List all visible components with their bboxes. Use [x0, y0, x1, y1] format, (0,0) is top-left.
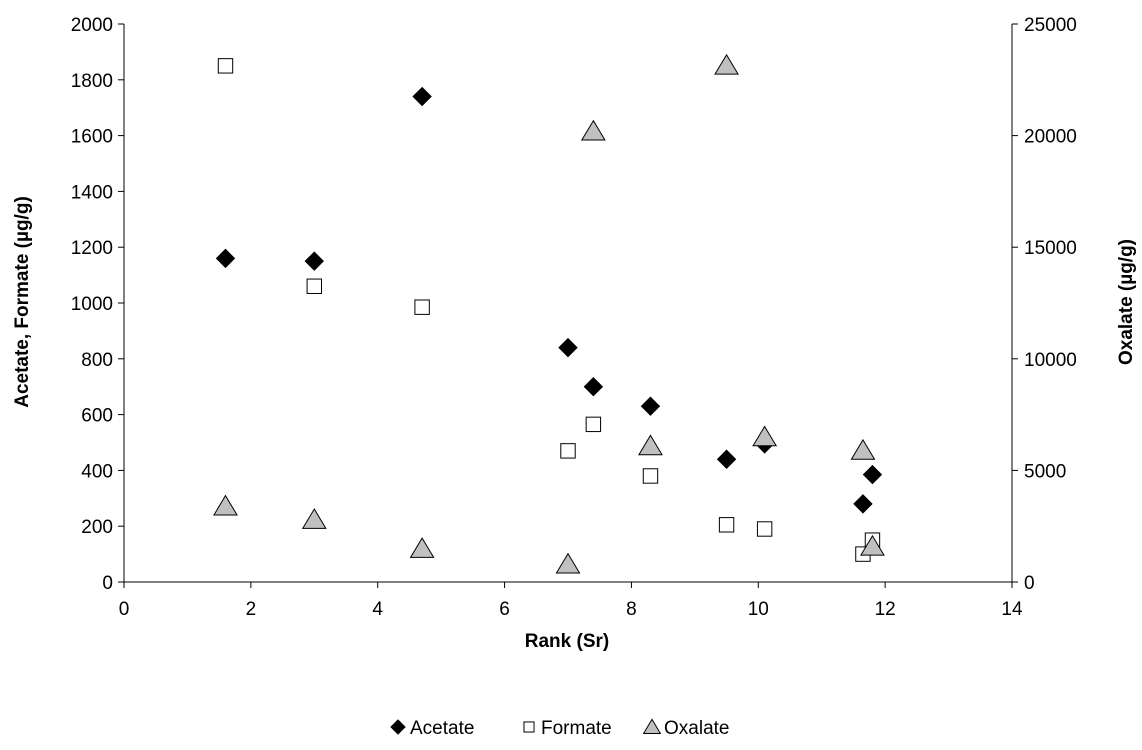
acetate-point	[640, 396, 661, 416]
legend-label-oxalate: Oxalate	[664, 718, 729, 739]
y-tick-label: 2000	[71, 15, 113, 36]
x-axis-title: Rank (Sr)	[525, 631, 609, 652]
legend-marker-acetate	[390, 719, 406, 735]
oxalate-point	[555, 552, 581, 574]
y-tick-label: 1000	[71, 294, 113, 315]
legend-item-acetate: Acetate	[390, 718, 474, 739]
y2-tick-label: 0	[1024, 573, 1035, 594]
y2-tick-label: 5000	[1024, 461, 1066, 482]
axes-layer	[123, 24, 1013, 583]
oxalate-point	[638, 434, 663, 456]
acetate-point	[215, 248, 236, 269]
y-tick-label: 1600	[71, 127, 113, 148]
y2-axis-title: Oxalate (µg/g)	[1116, 239, 1137, 365]
legend-marker-oxalate	[642, 718, 662, 734]
acetate-point	[558, 337, 578, 358]
acetate-point	[304, 251, 324, 271]
marks-layer	[213, 53, 885, 574]
formate-point	[306, 278, 322, 294]
legend: Acetate Formate Oxalate	[390, 718, 729, 739]
oxalate-point	[752, 425, 778, 447]
x-tick-label: 0	[119, 599, 130, 620]
formate-point	[414, 299, 430, 315]
legend-label-formate: Formate	[541, 718, 612, 739]
oxalate-point	[850, 438, 876, 460]
oxalate-point	[213, 494, 238, 516]
x-tick-label: 6	[499, 599, 510, 620]
formate-point	[585, 416, 602, 433]
legend-marker-formate	[523, 721, 535, 733]
formate-point	[217, 58, 234, 74]
formate-point	[642, 468, 659, 484]
oxalate-point	[301, 508, 327, 529]
acetate-point	[862, 464, 883, 485]
acetate-point	[853, 494, 873, 514]
y-tick-label: 1800	[71, 71, 113, 92]
y-tick-label: 0	[102, 573, 113, 594]
y-tick-label: 800	[81, 350, 113, 371]
acetate-point	[583, 376, 604, 397]
y2-tick-label: 10000	[1024, 350, 1077, 371]
legend-item-oxalate: Oxalate	[642, 718, 729, 739]
x-tick-label: 2	[246, 599, 257, 620]
formate-point	[560, 443, 576, 459]
x-tick-label: 4	[372, 599, 383, 620]
y-tick-label: 1400	[71, 182, 113, 203]
legend-label-acetate: Acetate	[410, 718, 474, 739]
oxalate-point	[409, 537, 435, 558]
formate-point	[756, 521, 773, 537]
legend-item-formate: Formate	[523, 718, 612, 739]
y-tick-label: 200	[81, 517, 113, 538]
acetate-point	[716, 449, 737, 469]
y2-tick-label: 15000	[1024, 238, 1077, 259]
y2-tick-label: 25000	[1024, 15, 1077, 36]
oxalate-point	[860, 534, 885, 556]
y-tick-label: 400	[81, 461, 113, 482]
oxalate-point	[580, 119, 606, 141]
acetate-point	[412, 86, 432, 107]
x-tick-label: 14	[1001, 599, 1023, 620]
x-tick-label: 10	[748, 599, 769, 620]
y-axis-title: Acetate, Formate (µg/g)	[12, 196, 33, 408]
x-tick-label: 12	[875, 599, 896, 620]
y2-tick-label: 20000	[1024, 127, 1077, 148]
oxalate-point	[714, 53, 740, 75]
ticks-layer: 0 2 4 6 8 10 12 1402004006008001000120014001600…	[71, 15, 1077, 620]
formate-point	[718, 517, 735, 533]
y-tick-label: 600	[81, 406, 113, 427]
x-tick-label: 8	[626, 599, 637, 620]
y-tick-label: 1200	[71, 238, 113, 259]
